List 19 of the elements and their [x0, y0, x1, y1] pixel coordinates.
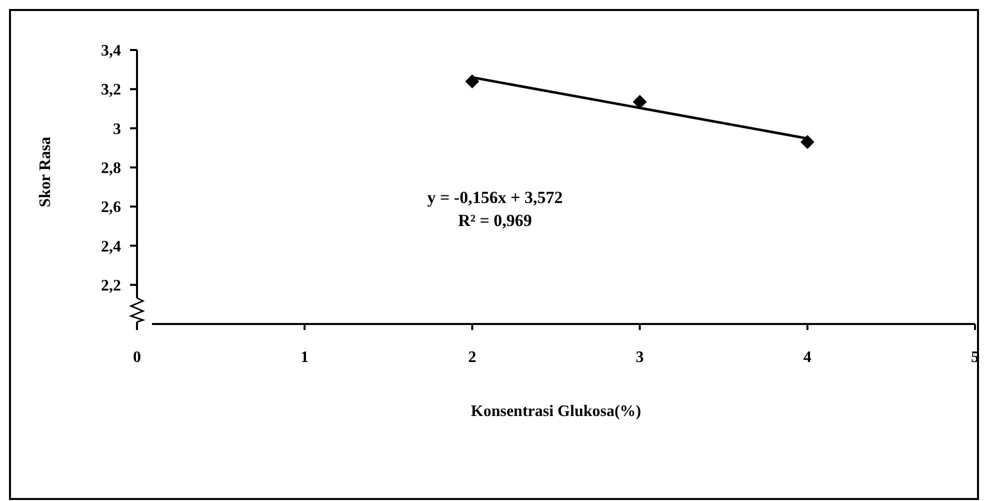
x-tick-label: 4 — [803, 349, 812, 366]
point — [632, 94, 647, 109]
y-tick-label: 3,4 — [101, 42, 121, 60]
x-axis-title: Konsentrasi Glukosa(%) — [470, 403, 642, 420]
x-tick-label: 0 — [133, 349, 141, 366]
y-tick-label: 3,2 — [101, 82, 121, 99]
x-tick-label: 1 — [300, 349, 309, 366]
point — [800, 134, 814, 149]
annotation: y = -0,156x + 3,572 — [427, 188, 563, 207]
y-tick-label: 3 — [113, 120, 121, 138]
x-tick-label: 3 — [636, 349, 644, 366]
y-tick-label: 2,6 — [101, 199, 121, 216]
point — [465, 74, 480, 88]
y-tick-label: 2,2 — [101, 277, 121, 294]
y-tick-label: 2,8 — [101, 160, 121, 178]
x-tick-label: 2 — [468, 349, 476, 366]
y-axis-title: Skor Rasa — [37, 136, 54, 208]
y-tick-label: 2,4 — [101, 238, 121, 256]
annotation: R² = 0,969 — [458, 211, 532, 230]
